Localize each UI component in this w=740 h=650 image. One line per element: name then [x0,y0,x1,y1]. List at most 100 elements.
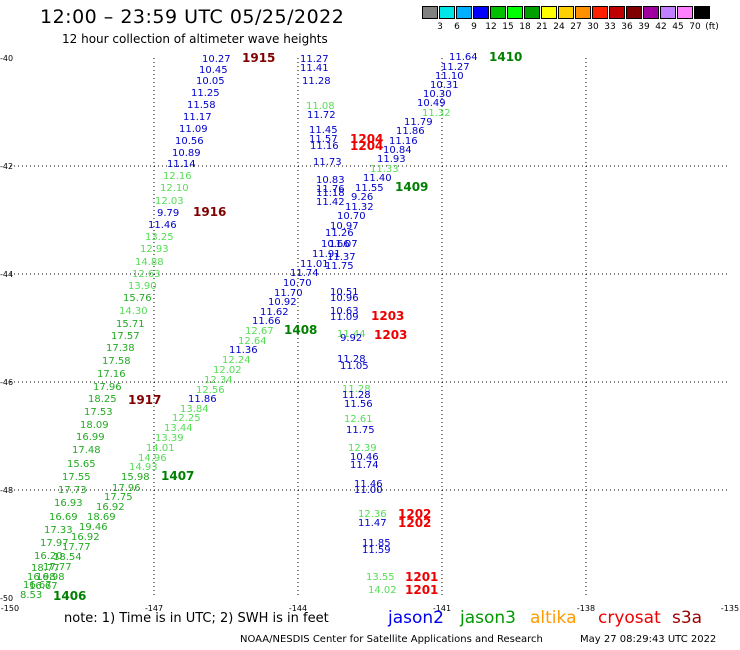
wave-height-value: 16.98 [27,572,56,583]
color-scale-label: 33 [604,22,616,32]
wave-height-value: 17.77 [43,562,72,573]
wave-height-value: 11.00 [354,485,383,496]
pass-time-label: 1202 [398,507,431,521]
wave-height-value: 11.66 [252,316,281,327]
wave-height-value: 16.92 [71,532,100,543]
pass-time-label: 1201 [405,570,438,584]
wave-height-value: 10.70 [337,211,366,222]
color-scale-label: 39 [638,22,650,32]
wave-height-value: 12.34 [204,375,233,386]
wave-height-value: 12.56 [196,385,225,396]
wave-height-value: 16.67 [23,580,52,591]
latitude-tick-label: -44 [0,270,13,279]
wave-height-value: 11.36 [229,345,258,356]
credit-date: May 27 08:29:43 UTC 2022 [580,634,717,645]
wave-height-value: 10.05 [196,76,225,87]
wave-height-value: 10.89 [172,148,201,159]
map-grid [10,58,730,598]
wave-height-value: 12.24 [222,355,251,366]
wave-height-value: 17.77 [62,542,91,553]
wave-height-value: 11.10 [435,71,464,82]
wave-height-value: 11.74 [290,268,319,279]
wave-height-value: 11.86 [396,126,425,137]
color-scale-label: 30 [587,22,599,32]
wave-height-value: 11.79 [404,117,433,128]
pass-time-label: 1916 [193,205,226,219]
wave-height-value: 15.71 [116,319,145,330]
longitude-tick-label: -141 [433,604,451,613]
color-swatch [490,6,506,19]
color-swatch [592,6,608,19]
wave-height-value: 11.40 [363,173,392,184]
wave-height-value: 10.49 [417,98,446,109]
wave-height-value: 8.53 [20,590,42,601]
color-scale-label: 12 [485,22,497,32]
page-subtitle: 12 hour collection of altimeter wave hei… [62,32,328,46]
wave-height-value: 11.27 [441,62,470,73]
latitude-tick-label: -48 [0,486,13,495]
wave-height-value: 11.75 [346,425,375,436]
pass-time-label: 1410 [489,50,522,64]
wave-height-value: 11.44 [337,329,366,340]
wave-height-value: 11.86 [188,394,217,405]
wave-height-value: 10.46 [350,452,379,463]
wave-height-value: 17.48 [72,445,101,456]
wave-height-value: 19.46 [79,522,108,533]
pass-time-labels: 1915 1916 1917 1410 1409 1408 1407 1406 12041204… [53,50,522,603]
wave-height-value: 10.66 [321,239,350,250]
wave-height-value: 11.57 [309,134,338,145]
color-swatch [541,6,557,19]
wave-height-value: 16.98 [36,572,65,583]
wave-height-value: 11.32 [345,202,374,213]
wave-height-value: 11.28 [342,384,371,395]
wave-height-value: 11.93 [377,154,406,165]
wave-height-value: 10.97 [330,221,359,232]
wave-height-value: 11.28 [302,76,331,87]
wave-height-value: 14.01 [146,443,175,454]
wave-height-value: 14.02 [368,585,397,596]
pass-time-label: 1204 [350,139,383,153]
wave-height-value: 11.32 [422,108,451,119]
color-swatch [439,6,455,19]
legend-jason3: jason3 [460,608,516,628]
wave-height-value: 12.64 [238,336,267,347]
map-axis-ticks: -150 -147 -144 -141 -138 -135 -40 -42 -44 -46 -48 -… [0,54,739,613]
pass-time-label: 1201 [405,583,438,597]
wave-height-value: 13.90 [128,281,157,292]
wave-height-value: 12.36 [358,509,387,520]
wave-height-value: 11.18 [316,188,345,199]
wave-height-value: 11.08 [306,101,335,112]
wave-height-value: 10.84 [383,145,412,156]
wave-height-value: 10.83 [316,175,345,186]
longitude-tick-label: -150 [1,604,19,613]
legend-cryosat: cryosat [598,608,661,628]
color-scale-label: 45 [672,22,684,32]
wave-height-value: 16.69 [49,512,78,523]
wave-height-value: 15.98 [121,472,150,483]
wave-height-value: 10.96 [330,293,359,304]
units-note: note: 1) Time is in UTC; 2) SWH is in fe… [64,611,329,626]
wave-height-value: 10.63 [330,306,359,317]
color-swatch [524,6,540,19]
pass-time-label: 1204 [350,132,383,146]
wave-height-value: 11.91 [312,249,341,260]
legend-jason2: jason2 [388,608,444,628]
wave-height-value: 11.42 [316,197,345,208]
wave-height-value: 11.09 [179,124,208,135]
longitude-tick-label: -144 [289,604,307,613]
wave-height-value: 18.54 [53,552,82,563]
wave-height-value: 14.93 [129,462,158,473]
color-scale-label: 36 [621,22,633,32]
wave-height-value: 11.47 [358,518,387,529]
wave-height-value: 9.26 [351,192,373,203]
wave-height-value: 17.33 [44,525,73,536]
wave-height-value: 17.75 [104,492,133,503]
wave-height-value: 11.09 [330,312,359,323]
wave-height-value: 10.27 [202,54,231,65]
wave-height-value: 13.25 [145,232,174,243]
color-swatch [609,6,625,19]
wave-height-value: 11.73 [313,157,342,168]
credit-text: NOAA/NESDIS Center for Satellite Applica… [240,634,543,645]
wave-height-value: 11.05 [340,361,369,372]
